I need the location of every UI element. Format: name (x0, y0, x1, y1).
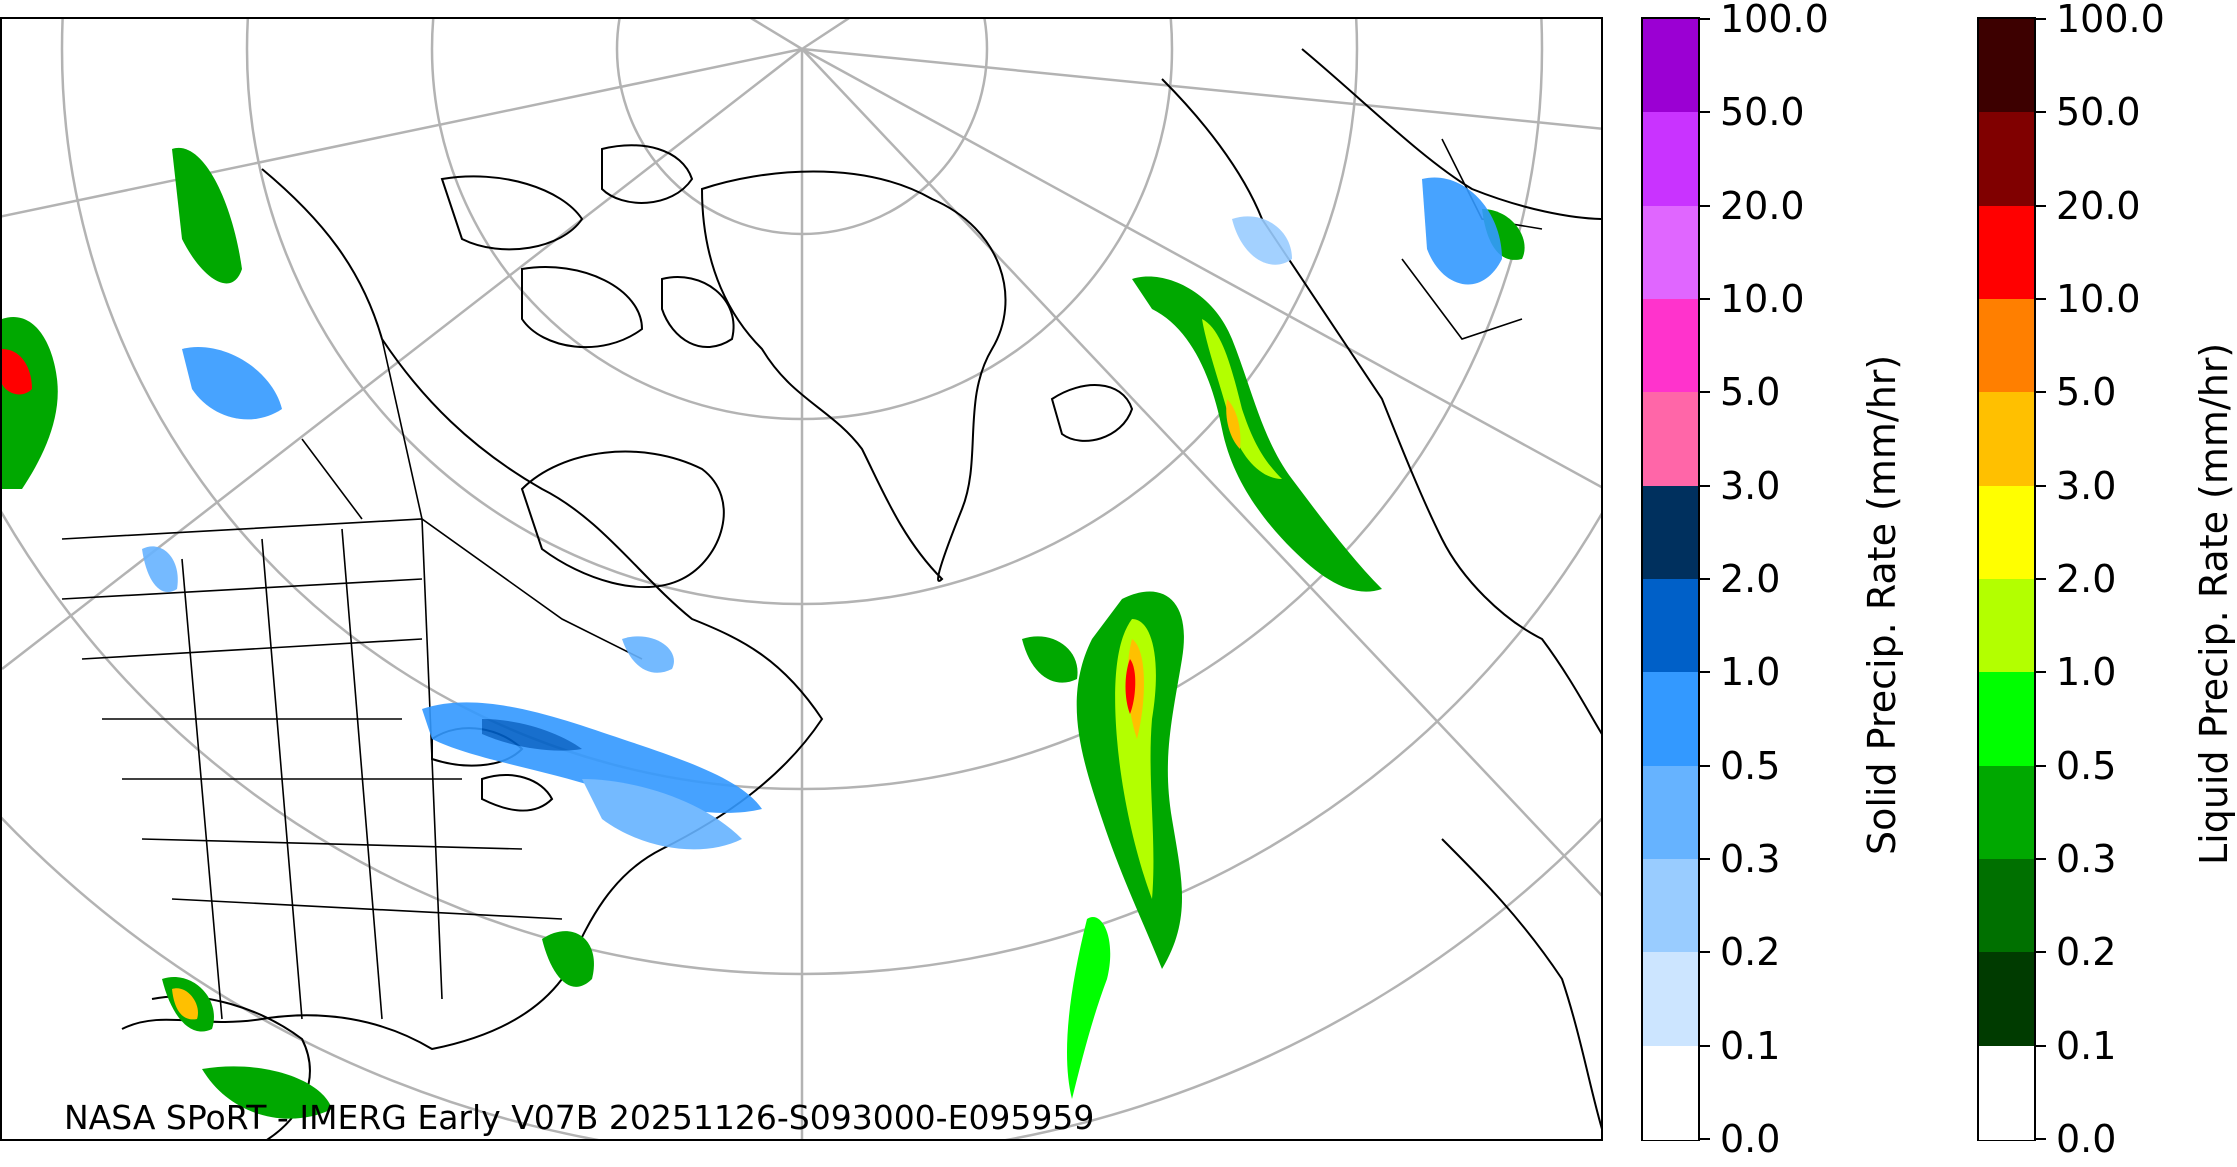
liquid-colorbar-tick-mark (2036, 951, 2046, 954)
solid-colorbar-tick-label: 5.0 (1720, 370, 1781, 415)
liquid-colorbar (1977, 17, 2036, 1141)
solid-colorbar-segment (1643, 299, 1698, 393)
solid-colorbar-segment (1643, 392, 1698, 487)
liquid-colorbar-segment (1979, 299, 2034, 393)
solid-colorbar-tick-label: 0.2 (1720, 930, 1781, 975)
liquid-colorbar-tick-mark (2036, 1138, 2046, 1140)
solid-colorbar-tick-mark (1700, 1044, 1710, 1047)
solid-colorbar-tick-mark (1700, 578, 1710, 580)
solid-colorbar-segment (1643, 579, 1698, 673)
solid-colorbar-tick-label: 10.0 (1720, 277, 1805, 321)
liquid-colorbar-title: Liquid Precip. Rate (mm/hr) (2192, 342, 2236, 865)
solid-colorbar-segment (1643, 485, 1698, 580)
solid-colorbar-segment (1643, 765, 1698, 860)
liquid-colorbar-segment (1979, 952, 2034, 1047)
liquid-colorbar-tick-label: 100.0 (2056, 0, 2165, 41)
liquid-colorbar-tick-mark (2036, 391, 2046, 394)
liquid-colorbar-tick-mark (2036, 484, 2046, 487)
solid-colorbar-segment (1643, 205, 1698, 300)
solid-colorbar-tick-mark (1700, 204, 1710, 207)
solid-colorbar-tick-mark (1700, 1138, 1710, 1140)
solid-colorbar-tick-mark (1700, 111, 1710, 114)
map-canvas (2, 19, 1601, 1139)
solid-colorbar-tick-label: 0.5 (1720, 743, 1781, 788)
solid-colorbar-segment (1643, 952, 1698, 1047)
solid-colorbar (1641, 17, 1700, 1141)
liquid-colorbar-tick-mark (2036, 764, 2046, 767)
liquid-colorbar-tick-label: 1.0 (2056, 650, 2117, 695)
solid-colorbar-segment (1643, 112, 1698, 207)
solid-colorbar-tick-mark (1700, 951, 1710, 954)
liquid-colorbar-segment (1979, 1045, 2034, 1140)
liquid-colorbar-tick-label: 2.0 (2056, 557, 2117, 601)
liquid-colorbar-tick-label: 0.1 (2056, 1023, 2117, 1068)
liquid-colorbar-tick-label: 0.2 (2056, 930, 2117, 975)
liquid-colorbar-segment (1979, 19, 2034, 113)
solid-colorbar-segment (1643, 672, 1698, 767)
solid-colorbar-tick-mark (1700, 18, 1710, 20)
solid-colorbar-tick-mark (1700, 858, 1710, 860)
solid-colorbar-tick-label: 0.3 (1720, 837, 1781, 881)
solid-colorbar-tick-label: 2.0 (1720, 557, 1781, 601)
liquid-colorbar-tick-mark (2036, 111, 2046, 114)
solid-colorbar-segment (1643, 1045, 1698, 1140)
liquid-colorbar-segment (1979, 485, 2034, 580)
solid-colorbar-title: Solid Precip. Rate (mm/hr) (1860, 354, 1904, 855)
data-credit: NASA SPoRT - IMERG Early V07B 20251126-S… (64, 1098, 1095, 1137)
liquid-colorbar-segment (1979, 392, 2034, 487)
liquid-colorbar-tick-mark (2036, 858, 2046, 860)
liquid-colorbar-tick-mark (2036, 18, 2046, 20)
liquid-colorbar-tick-label: 20.0 (2056, 183, 2141, 228)
liquid-colorbar-segment (1979, 672, 2034, 767)
liquid-colorbar-tick-label: 0.3 (2056, 837, 2117, 881)
solid-colorbar-tick-label: 1.0 (1720, 650, 1781, 695)
liquid-colorbar-segment (1979, 765, 2034, 860)
solid-colorbar-segment (1643, 859, 1698, 953)
liquid-colorbar-segment (1979, 579, 2034, 673)
liquid-colorbar-tick-mark (2036, 578, 2046, 580)
liquid-colorbar-tick-label: 50.0 (2056, 90, 2141, 135)
solid-colorbar-tick-label: 0.0 (1720, 1117, 1781, 1161)
solid-colorbar-tick-mark (1700, 391, 1710, 394)
solid-colorbar-tick-mark (1700, 764, 1710, 767)
solid-colorbar-tick-mark (1700, 671, 1710, 674)
liquid-colorbar-segment (1979, 205, 2034, 300)
solid-precip (142, 177, 1502, 850)
liquid-colorbar-tick-mark (2036, 671, 2046, 674)
liquid-precip (2, 147, 1525, 1119)
solid-colorbar-tick-label: 20.0 (1720, 183, 1805, 228)
solid-colorbar-segment (1643, 19, 1698, 113)
liquid-colorbar-tick-label: 10.0 (2056, 277, 2141, 321)
solid-colorbar-tick-label: 3.0 (1720, 463, 1781, 508)
liquid-colorbar-tick-label: 0.0 (2056, 1117, 2117, 1161)
precipitation-map (0, 17, 1603, 1141)
liquid-colorbar-tick-mark (2036, 1044, 2046, 1047)
liquid-colorbar-tick-label: 0.5 (2056, 743, 2117, 788)
liquid-colorbar-segment (1979, 859, 2034, 953)
liquid-colorbar-tick-mark (2036, 204, 2046, 207)
liquid-colorbar-tick-label: 3.0 (2056, 463, 2117, 508)
solid-colorbar-tick-mark (1700, 298, 1710, 300)
liquid-colorbar-segment (1979, 112, 2034, 207)
solid-colorbar-tick-label: 0.1 (1720, 1023, 1781, 1068)
liquid-colorbar-tick-label: 5.0 (2056, 370, 2117, 415)
solid-colorbar-tick-mark (1700, 484, 1710, 487)
coastlines (121, 48, 1601, 1139)
liquid-colorbar-tick-mark (2036, 298, 2046, 300)
solid-colorbar-tick-label: 50.0 (1720, 90, 1805, 135)
solid-colorbar-tick-label: 100.0 (1720, 0, 1829, 41)
